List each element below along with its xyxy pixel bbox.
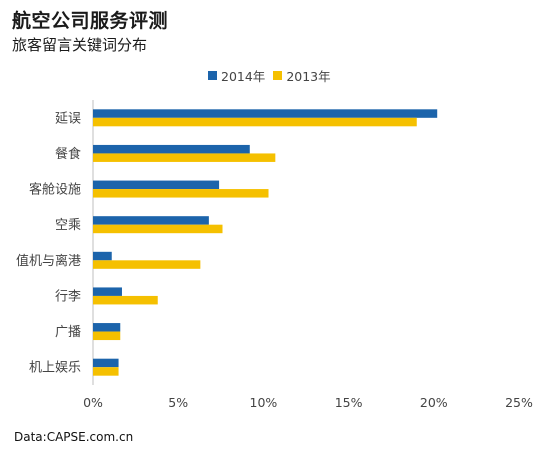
category-label: 延误 [55,111,81,126]
x-tick-label: 25% [505,395,533,410]
x-tick-label: 10% [250,395,278,410]
legend: 2014年 2013年 [208,66,331,85]
bar-2013 [93,153,276,162]
bar-2014 [93,180,220,190]
legend-item-2013: 2013年 [273,66,331,85]
category-label: 值机与离港 [16,253,81,269]
source-note: Data:CAPSE.com.cn [14,430,134,444]
bar-2014 [93,358,119,368]
x-tick-label: 0% [83,395,103,410]
category-label: 广播 [55,325,81,340]
x-tick-label: 15% [335,395,363,410]
legend-swatch-2013 [273,71,283,80]
bar-2013 [93,260,201,269]
legend-swatch-2014 [208,71,217,80]
bar-2013 [93,117,417,127]
category-label: 客舱设施 [29,182,81,198]
category-label: 机上娱乐 [29,361,81,376]
legend-label-2014: 2014年 [221,69,266,84]
bar-2014 [93,109,438,118]
chart-title: 航空公司服务评测 [12,10,169,32]
bar-2013 [93,331,121,341]
legend-label-2013: 2013年 [286,69,331,84]
bar-2014 [93,144,250,154]
category-label: 餐食 [55,146,81,162]
legend-item-2014: 2014年 [208,66,265,85]
chart-subtitle: 旅客留言关键词分布 [12,36,148,54]
bar-2014 [93,287,122,296]
category-label: 行李 [55,289,81,304]
x-tick-label: 5% [168,395,188,410]
bar-2013 [93,367,119,376]
bar-2013 [93,224,223,234]
bar-2014 [93,251,112,261]
bar-2013 [93,295,158,305]
bar-2013 [93,189,269,198]
bar-2014 [93,323,121,332]
category-label: 空乘 [55,218,81,233]
bar-2014 [93,216,209,225]
x-tick-label: 20% [420,395,448,410]
